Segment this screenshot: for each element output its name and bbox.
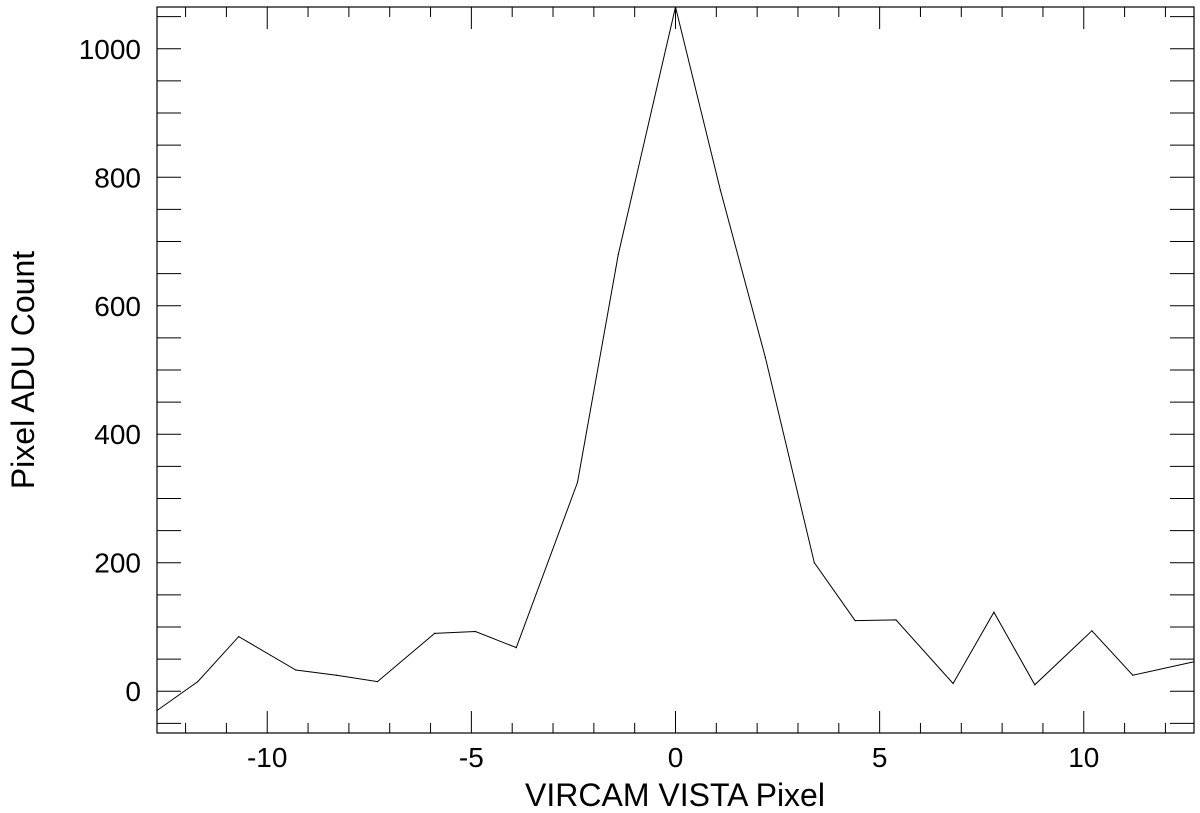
x-tick-label: 5 — [872, 742, 888, 773]
data-point — [1132, 674, 1134, 676]
data-point — [376, 681, 379, 683]
data-point — [156, 709, 158, 712]
y-tick-label: 200 — [94, 548, 141, 579]
data-point — [1091, 630, 1093, 632]
data-point — [993, 611, 995, 613]
x-axis-title: VIRCAM VISTA Pixel — [525, 777, 825, 813]
data-point — [1034, 684, 1036, 686]
data-point — [1193, 661, 1195, 663]
x-tick-label: -5 — [459, 742, 484, 773]
x-tick-label: -10 — [247, 742, 287, 773]
y-tick-label: 800 — [94, 162, 141, 193]
y-axis-tick-labels: 0 200 400 600 800 1000 — [79, 34, 141, 707]
data-point — [617, 253, 619, 255]
y-tick-label: 0 — [125, 676, 141, 707]
plot-frame — [156, 6, 1195, 734]
x-axis-ticks — [185, 7, 1166, 733]
y-tick-label: 1000 — [79, 34, 141, 65]
data-point — [764, 356, 766, 358]
y-axis-title: Pixel ADU Count — [5, 251, 41, 489]
data-point — [295, 669, 297, 671]
data-point — [576, 481, 579, 483]
data-point — [515, 647, 517, 649]
data-point — [952, 682, 954, 685]
data-point — [854, 620, 856, 622]
y-axis-ticks — [157, 16, 1194, 724]
data-point — [474, 630, 476, 633]
x-tick-label: 0 — [668, 742, 684, 773]
data-point — [238, 636, 240, 638]
data-point — [813, 562, 815, 564]
data-point — [197, 681, 199, 683]
data-point — [719, 189, 722, 191]
series-line — [156, 6, 1195, 711]
y-tick-label: 600 — [94, 291, 141, 322]
data-point — [336, 674, 338, 676]
data-point — [674, 6, 677, 8]
series-layer — [156, 6, 1195, 712]
x-axis-tick-labels: -10 -5 0 5 10 — [247, 742, 1099, 773]
data-point — [895, 619, 897, 621]
y-tick-label: 400 — [94, 419, 141, 450]
data-point — [434, 632, 436, 635]
x-tick-label: 10 — [1068, 742, 1099, 773]
